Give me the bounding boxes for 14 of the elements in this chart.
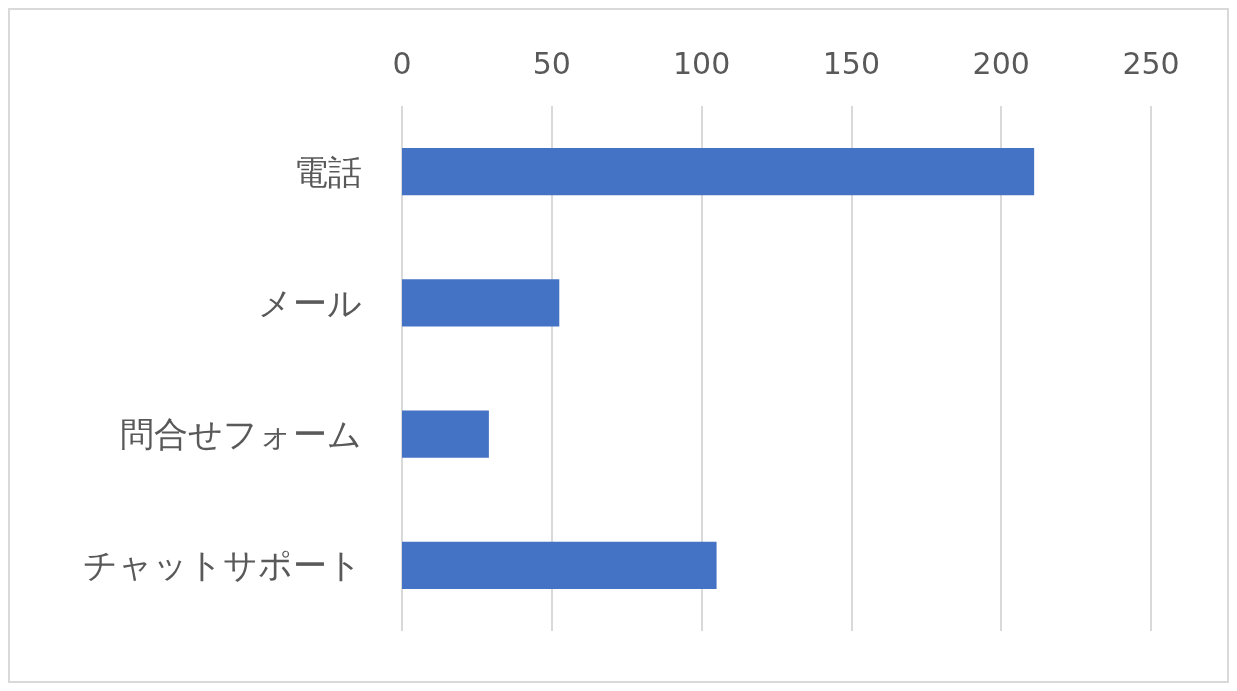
x-tick-label: 150 — [822, 45, 881, 81]
x-tick-label: 100 — [672, 45, 731, 81]
bar — [402, 541, 717, 589]
y-tick-label: 問合せフォーム — [120, 414, 362, 455]
y-tick-label: チャットサポート — [83, 545, 362, 586]
x-tick-label: 250 — [1122, 45, 1180, 81]
x-tick-label: 200 — [972, 45, 1030, 81]
bar — [402, 279, 560, 327]
bar — [402, 410, 489, 458]
bar — [402, 148, 1035, 196]
x-tick-label: 50 — [532, 45, 571, 81]
y-tick-label: メール — [258, 282, 362, 323]
y-tick-label: 電話 — [294, 151, 362, 192]
x-tick-label: 0 — [392, 45, 412, 81]
